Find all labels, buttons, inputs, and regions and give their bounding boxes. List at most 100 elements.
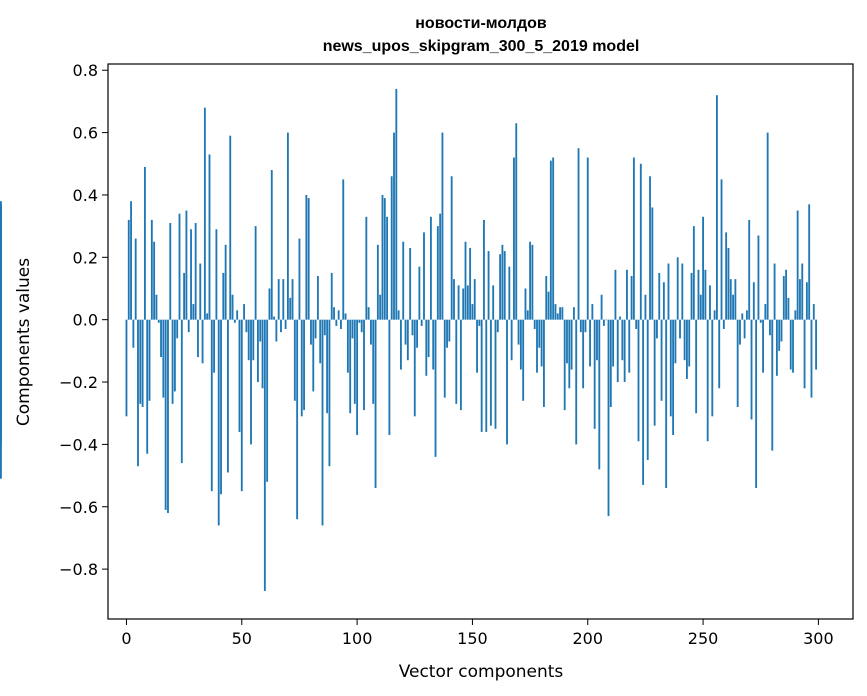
bar [429, 216, 432, 320]
bar [787, 297, 790, 320]
bar [600, 294, 603, 320]
bar [547, 291, 550, 320]
bar [626, 269, 628, 320]
bar [586, 157, 589, 320]
bar [605, 319, 608, 321]
bar [178, 213, 181, 320]
bar [293, 319, 296, 401]
bar [386, 216, 389, 320]
bar [584, 319, 587, 333]
bar [582, 319, 585, 389]
bar [755, 319, 758, 489]
bar [194, 223, 197, 320]
bar [513, 157, 515, 320]
bar [298, 238, 301, 320]
bar [515, 123, 518, 320]
bar [243, 304, 246, 320]
bar [284, 319, 287, 330]
bar [420, 319, 423, 326]
bar [667, 263, 670, 320]
bar [342, 179, 345, 320]
bar [464, 241, 467, 320]
bar [743, 319, 746, 339]
bar [709, 285, 711, 320]
bar [185, 210, 188, 320]
bar [745, 310, 748, 320]
bar [739, 319, 741, 345]
bar [686, 319, 688, 379]
bar [160, 319, 162, 358]
bar [619, 316, 621, 320]
bar [416, 319, 418, 348]
bar [789, 319, 792, 370]
bar [340, 319, 342, 330]
bar [335, 319, 338, 326]
bar [261, 319, 264, 389]
bar [492, 285, 495, 320]
bar [702, 216, 704, 320]
bar [803, 319, 806, 389]
bar [319, 319, 322, 364]
bar [208, 154, 211, 320]
bar [275, 319, 278, 342]
bar [245, 319, 248, 333]
y-tick-label: 0.2 [73, 248, 98, 267]
bar [609, 319, 612, 407]
bar [217, 319, 220, 526]
bar [658, 272, 661, 320]
bar [695, 319, 698, 414]
bar [536, 319, 538, 373]
bar [148, 319, 151, 401]
bar [453, 279, 455, 320]
bar [718, 319, 721, 389]
bar [365, 216, 368, 320]
bar [137, 319, 139, 467]
bar [766, 132, 769, 320]
y-axis-label: Components values [14, 258, 34, 426]
bar [796, 210, 799, 320]
bar [563, 319, 566, 411]
bar [478, 319, 481, 326]
bar [273, 316, 275, 320]
bar [388, 319, 391, 436]
bar [801, 263, 804, 320]
bar [351, 319, 354, 339]
bar [323, 319, 326, 336]
bar [699, 294, 702, 320]
bar [517, 319, 520, 345]
bar [409, 247, 412, 320]
y-tick-label: −0.2 [59, 373, 98, 392]
bar [436, 226, 439, 320]
bar [778, 319, 781, 351]
bar [805, 282, 808, 320]
bar [356, 319, 359, 436]
bar [459, 319, 462, 411]
bar [413, 319, 416, 417]
bar [328, 319, 331, 467]
bar [337, 310, 340, 320]
bar [210, 319, 213, 492]
bar [171, 319, 174, 404]
y-tick-label: −0.4 [59, 435, 98, 454]
bar [736, 319, 739, 407]
x-axis-ticks: 0 50 100 150 200 250 300 [121, 619, 834, 648]
bar [602, 319, 605, 326]
bar [679, 319, 681, 339]
bar [259, 319, 262, 342]
bar [713, 310, 716, 320]
plot-frame [107, 63, 854, 620]
bar [628, 319, 631, 373]
bar [358, 319, 361, 323]
bar [190, 229, 192, 320]
bar [344, 313, 347, 320]
bar [462, 288, 465, 320]
bar [0, 319, 2, 321]
bar [538, 319, 541, 348]
bar [381, 194, 384, 320]
bar [690, 272, 693, 320]
bar [173, 319, 176, 392]
bar [575, 319, 578, 445]
bar [455, 319, 458, 404]
bar [741, 313, 744, 320]
bar [314, 319, 317, 339]
